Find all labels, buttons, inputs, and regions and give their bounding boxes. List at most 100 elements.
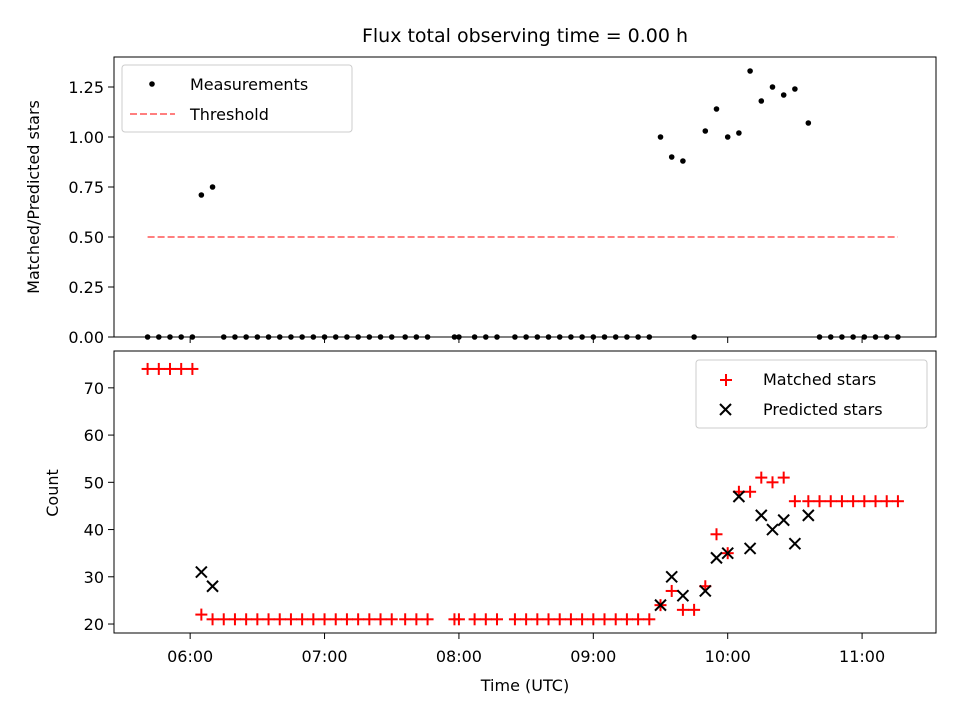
predicted-star-marker (721, 546, 734, 560)
measurement-point (568, 334, 574, 340)
y-tick-label: 70 (84, 379, 104, 398)
legend-threshold-label: Threshold (189, 105, 269, 124)
matched-star-marker (847, 495, 860, 508)
measurement-point (321, 334, 328, 340)
measurement-point (243, 334, 249, 340)
predicted-star-marker (654, 598, 667, 612)
predicted-star-stroke (654, 598, 667, 612)
measurement-point (288, 334, 294, 340)
predicted-star-stroke (665, 570, 678, 583)
measurement-point (624, 334, 630, 340)
y-tick-label: 0.00 (68, 328, 104, 347)
matched-star-marker (777, 471, 790, 484)
measurement-point (769, 84, 776, 90)
matched-star-marker (421, 613, 434, 626)
matched-star-marker (479, 613, 492, 626)
matched-star-marker (206, 613, 219, 626)
predicted-star-stroke (195, 565, 208, 579)
measurement-point (872, 334, 879, 340)
matched-star-marker (587, 613, 600, 626)
matched-star-marker (824, 495, 837, 508)
measurement-point (494, 334, 500, 340)
chart-title: Flux total observing time = 0.00 h (362, 25, 688, 47)
measurement-point (254, 334, 261, 340)
predicted-star-stroke (802, 509, 815, 522)
measurement-point (388, 334, 395, 340)
matched-star-marker (710, 528, 723, 541)
predicted-star-marker (665, 570, 678, 583)
matched-star-marker (880, 495, 893, 508)
matched-star-marker (858, 495, 871, 508)
matched-star-marker (643, 613, 656, 626)
y-tick-label: 1.25 (68, 78, 104, 97)
measurement-point (724, 134, 731, 140)
measurement-point (220, 334, 227, 340)
bottom-y-axis-label: Count (43, 469, 62, 517)
measurement-point (512, 334, 518, 340)
measurement-point (456, 334, 462, 340)
measurement-point (657, 134, 664, 140)
measurement-point (402, 334, 408, 340)
measurement-point (344, 334, 350, 340)
measurement-point (579, 334, 585, 340)
bottom-x-ticks: 06:00 07:00 08:00 09:00 10:00 11:00 (167, 633, 885, 666)
matched-star-marker (835, 495, 848, 508)
measurement-point (189, 334, 196, 340)
bottom-legend: Matched stars Predicted stars (695, 359, 928, 429)
legend-matched-marker (720, 374, 732, 386)
measurement-point (299, 334, 305, 340)
matched-star-marker (228, 613, 241, 626)
y-tick-label: 20 (84, 615, 104, 634)
top-data-marks (144, 68, 901, 340)
legend-predicted-marker (719, 403, 732, 416)
measurement-point (590, 334, 597, 340)
measurement-point (861, 334, 868, 340)
matched-star-marker (620, 613, 633, 626)
measurement-point (534, 334, 541, 340)
matched-star-marker (175, 362, 188, 375)
bottom-y-ticks: 20 30 40 50 60 70 (84, 379, 114, 634)
x-tick-label: 07:00 (301, 647, 347, 666)
predicted-star-stroke (206, 580, 219, 593)
matched-star-marker (676, 603, 689, 616)
matched-star-marker (163, 362, 176, 375)
measurement-point (601, 334, 608, 340)
predicted-star-marker (788, 537, 802, 550)
measurement-point (377, 334, 384, 340)
predicted-star-marker (710, 551, 723, 565)
matched-star-marker (542, 613, 555, 626)
predicted-star-stroke (699, 584, 712, 598)
matched-star-marker (869, 495, 882, 508)
matched-star-marker (152, 362, 165, 375)
measurement-point (232, 334, 238, 340)
y-tick-label: 30 (84, 568, 104, 587)
predicted-star-marker (755, 509, 768, 522)
matched-star-marker (788, 495, 801, 508)
matched-star-marker (340, 613, 353, 626)
top-panel: 0.00 0.25 0.50 0.75 1.00 1.25 Matched/Predict… (24, 56, 937, 347)
bottom-data-marks (141, 362, 904, 626)
measurement-point (167, 334, 173, 340)
predicted-star-stroke (766, 523, 779, 536)
measurement-point (691, 334, 697, 340)
measurement-point (816, 334, 823, 340)
x-tick-label: 10:00 (705, 647, 751, 666)
measurement-point (471, 334, 478, 340)
predicted-star-marker (699, 584, 712, 598)
matched-star-marker (632, 613, 645, 626)
predicted-star-stroke (676, 589, 690, 602)
matched-star-marker (452, 613, 465, 626)
matched-star-marker (598, 613, 611, 626)
matched-star-marker (352, 613, 365, 626)
matched-star-marker (491, 613, 504, 626)
matched-star-marker (284, 613, 297, 626)
matched-star-marker (508, 613, 521, 626)
top-legend-box (121, 64, 353, 133)
bottom-panel: 20 30 40 50 60 70 06:00 07:00 08:00 09:00 10:00 11… (43, 350, 937, 695)
measurement-point (198, 192, 205, 198)
predicted-star-stroke (732, 490, 746, 503)
top-legend: Measurements Threshold (121, 64, 353, 133)
matched-star-marker (744, 485, 757, 498)
legend-measurements-label: Measurements (190, 75, 308, 94)
